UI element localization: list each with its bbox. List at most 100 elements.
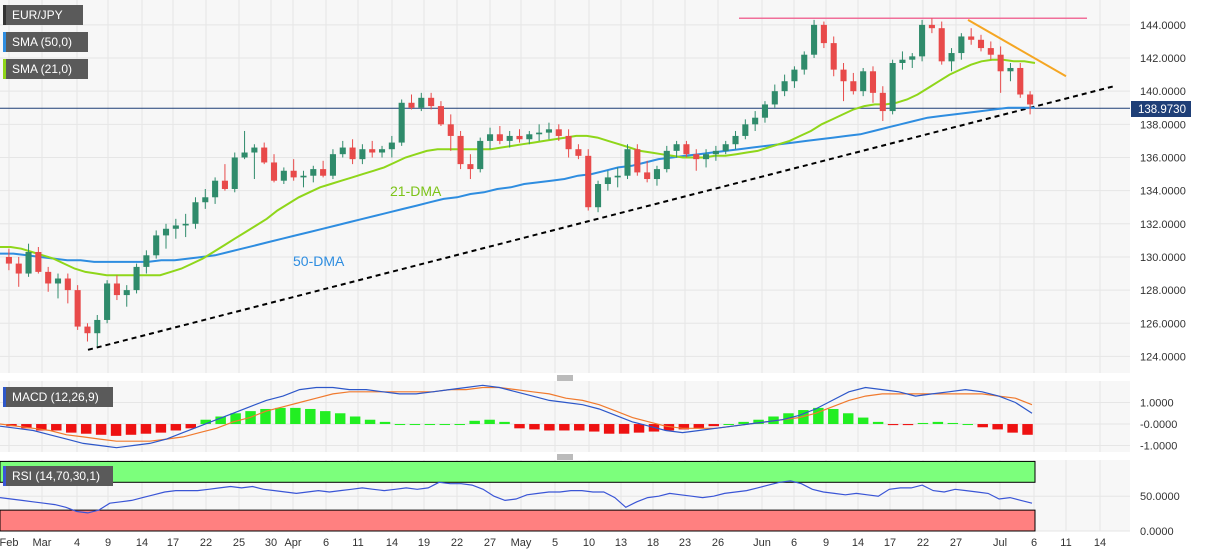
macd-histogram-bar bbox=[887, 424, 899, 426]
candle-body bbox=[329, 154, 336, 176]
candle-body bbox=[202, 197, 209, 203]
last-price-tag: 138.9730 bbox=[1131, 101, 1191, 117]
candle-body bbox=[575, 149, 582, 156]
candle-body bbox=[948, 53, 955, 62]
candle-body bbox=[565, 135, 572, 150]
macd-histogram-bar bbox=[738, 421, 749, 425]
candle-body bbox=[869, 71, 877, 93]
candle-body bbox=[290, 170, 297, 178]
x-tick-label: 14 bbox=[852, 537, 864, 549]
macd-histogram-bar bbox=[559, 424, 570, 431]
macd-histogram-bar bbox=[753, 419, 764, 425]
candle-body bbox=[133, 266, 140, 291]
macd-histogram-bar bbox=[723, 424, 734, 426]
x-tick-label: 17 bbox=[884, 537, 896, 549]
candle-body bbox=[840, 69, 847, 82]
macd-histogram-bar bbox=[334, 413, 346, 425]
macd-histogram-bar bbox=[379, 421, 391, 425]
descending-resistance-line bbox=[967, 19, 1067, 78]
macd-histogram-bar bbox=[409, 424, 421, 426]
candle-body bbox=[496, 134, 503, 141]
candle-body bbox=[889, 62, 896, 112]
price-tick-label: 136.0000 bbox=[1140, 152, 1186, 164]
macd-histogram-bar bbox=[514, 424, 525, 429]
x-tick-label: 23 bbox=[679, 537, 691, 549]
legend-sma50[interactable]: SMA (50,0) bbox=[3, 32, 88, 52]
macd-histogram-bar bbox=[260, 408, 271, 425]
macd-histogram-bar bbox=[110, 424, 122, 436]
legend-symbol[interactable]: EUR/JPY bbox=[3, 5, 83, 25]
macd-histogram-bar bbox=[499, 421, 510, 425]
price-tick-label: 128.0000 bbox=[1140, 285, 1186, 297]
rsi-resize-handle[interactable] bbox=[557, 454, 573, 460]
legend-macd-label: MACD (12,26,9) bbox=[12, 390, 99, 404]
macd-histogram-bar bbox=[125, 424, 137, 435]
price-tick-label: 126.0000 bbox=[1140, 318, 1186, 330]
rsi-overbought-zone bbox=[0, 460, 1036, 483]
last-price-value: 138.9730 bbox=[1138, 104, 1186, 116]
candle-body bbox=[928, 24, 935, 29]
x-tick-label: 6 bbox=[1031, 537, 1037, 549]
macd-histogram-bar bbox=[1007, 424, 1018, 433]
legend-rsi[interactable]: RSI (14,70,30,1) bbox=[3, 466, 113, 486]
candle-body bbox=[437, 106, 444, 125]
legend-rsi-label: RSI (14,70,30,1) bbox=[12, 469, 100, 483]
x-tick-label: 22 bbox=[451, 537, 463, 549]
macd-histogram-bar bbox=[663, 424, 675, 431]
x-tick-label: 11 bbox=[352, 537, 363, 549]
candle-body bbox=[457, 135, 464, 165]
candle-body bbox=[673, 144, 680, 151]
x-tick-label: 14 bbox=[1094, 537, 1106, 549]
x-tick-label: 18 bbox=[647, 537, 659, 549]
candle-body bbox=[801, 54, 808, 70]
macd-histogram-bar bbox=[962, 424, 973, 426]
rsi-tick-label: 0.0000 bbox=[1140, 526, 1174, 538]
macd-histogram-bar bbox=[170, 424, 182, 431]
candle-body bbox=[84, 326, 91, 334]
legend-macd[interactable]: MACD (12,26,9) bbox=[3, 387, 113, 407]
candle-body bbox=[968, 36, 975, 40]
candle-body bbox=[261, 147, 268, 163]
candle-body bbox=[693, 154, 700, 160]
x-tick-label: 27 bbox=[950, 537, 962, 549]
candle-body bbox=[585, 155, 592, 208]
candle-body bbox=[634, 149, 641, 173]
candle-body bbox=[1007, 67, 1014, 72]
macd-histogram-bar bbox=[200, 419, 211, 425]
legend-sma21[interactable]: SMA (21,0) bbox=[3, 59, 88, 79]
candle-body bbox=[153, 235, 160, 256]
sma50-line bbox=[0, 106, 1035, 263]
x-tick-label: Mar bbox=[33, 537, 52, 549]
macd-histogram-bar bbox=[21, 424, 32, 429]
candle-body bbox=[64, 278, 71, 291]
macd-histogram-bar bbox=[902, 424, 914, 426]
macd-histogram-bar bbox=[185, 424, 197, 429]
candle-body bbox=[241, 152, 248, 158]
candle-body bbox=[781, 81, 788, 92]
macd-resize-handle[interactable] bbox=[557, 375, 573, 381]
macd-histogram-bar bbox=[917, 422, 929, 425]
candle-body bbox=[251, 147, 258, 153]
macd-signal-line bbox=[0, 386, 1033, 442]
candle-body bbox=[388, 142, 395, 150]
candle-body bbox=[722, 144, 729, 151]
macd-histogram-bar bbox=[678, 424, 690, 430]
x-tick-label: Jul bbox=[993, 537, 1007, 549]
macd-histogram-bar bbox=[932, 421, 944, 425]
price-tick-label: 144.0000 bbox=[1140, 20, 1186, 32]
macd-histogram-bar bbox=[275, 407, 286, 425]
candle-body bbox=[624, 149, 631, 176]
candle-body bbox=[192, 202, 199, 224]
ascending-support-line bbox=[87, 85, 1115, 351]
candle-body bbox=[830, 43, 837, 70]
macd-histogram-bar bbox=[544, 424, 555, 431]
candle-body bbox=[477, 140, 484, 170]
candle-body bbox=[339, 147, 346, 155]
candle-body bbox=[467, 164, 474, 170]
candle-body bbox=[879, 92, 886, 112]
candle-body bbox=[45, 271, 52, 284]
candle-body bbox=[771, 91, 778, 105]
axis-labels: Feb Mar 4 9 14 17 22 25 30 Apr 6 11 14 19 22 27 May 5 10 13… bbox=[0, 20, 1186, 549]
macd-histogram-bar bbox=[349, 416, 361, 425]
